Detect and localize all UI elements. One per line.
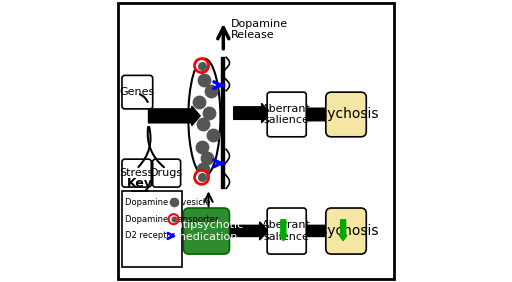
Text: Dopamine transporter: Dopamine transporter (125, 215, 218, 224)
FancyBboxPatch shape (267, 208, 306, 254)
FancyBboxPatch shape (122, 191, 182, 267)
Text: D2 receptor: D2 receptor (125, 232, 175, 241)
FancyArrow shape (308, 105, 334, 124)
Text: Psychosis: Psychosis (313, 107, 379, 122)
Circle shape (168, 214, 179, 224)
FancyBboxPatch shape (183, 208, 229, 254)
FancyBboxPatch shape (122, 75, 153, 109)
Point (207, 89, 216, 93)
FancyArrow shape (280, 220, 287, 241)
FancyBboxPatch shape (267, 92, 306, 137)
FancyArrow shape (339, 220, 347, 241)
Text: Dopamine in vesicle: Dopamine in vesicle (125, 198, 210, 207)
Circle shape (195, 59, 208, 72)
Text: Aberrant
salience: Aberrant salience (262, 104, 311, 125)
Text: Drugs: Drugs (150, 168, 183, 178)
Point (204, 111, 212, 115)
FancyBboxPatch shape (118, 3, 394, 279)
Text: Genes: Genes (120, 87, 155, 97)
Ellipse shape (188, 59, 220, 176)
FancyArrow shape (308, 222, 334, 240)
Text: Key: Key (127, 177, 153, 190)
FancyArrow shape (148, 106, 200, 126)
Point (203, 155, 211, 160)
FancyArrow shape (230, 222, 268, 240)
Text: Aberrant
salience: Aberrant salience (262, 220, 311, 242)
FancyBboxPatch shape (326, 208, 366, 254)
Point (195, 100, 203, 104)
Point (199, 167, 207, 171)
Text: Antipsychotic
medication: Antipsychotic medication (169, 220, 244, 242)
FancyBboxPatch shape (122, 159, 151, 187)
Text: Dopamine
Release: Dopamine Release (231, 19, 288, 40)
Point (198, 144, 206, 149)
Point (198, 175, 206, 180)
Text: Psychosis: Psychosis (313, 224, 379, 238)
Point (199, 122, 207, 127)
Point (169, 200, 178, 205)
Bar (221, 57, 224, 188)
Text: Stress: Stress (119, 168, 154, 178)
FancyBboxPatch shape (326, 92, 366, 137)
Point (208, 133, 217, 138)
FancyBboxPatch shape (153, 159, 181, 187)
Point (169, 217, 178, 221)
FancyArrow shape (233, 103, 270, 123)
Point (200, 77, 208, 82)
Circle shape (195, 170, 208, 184)
Point (198, 63, 206, 68)
